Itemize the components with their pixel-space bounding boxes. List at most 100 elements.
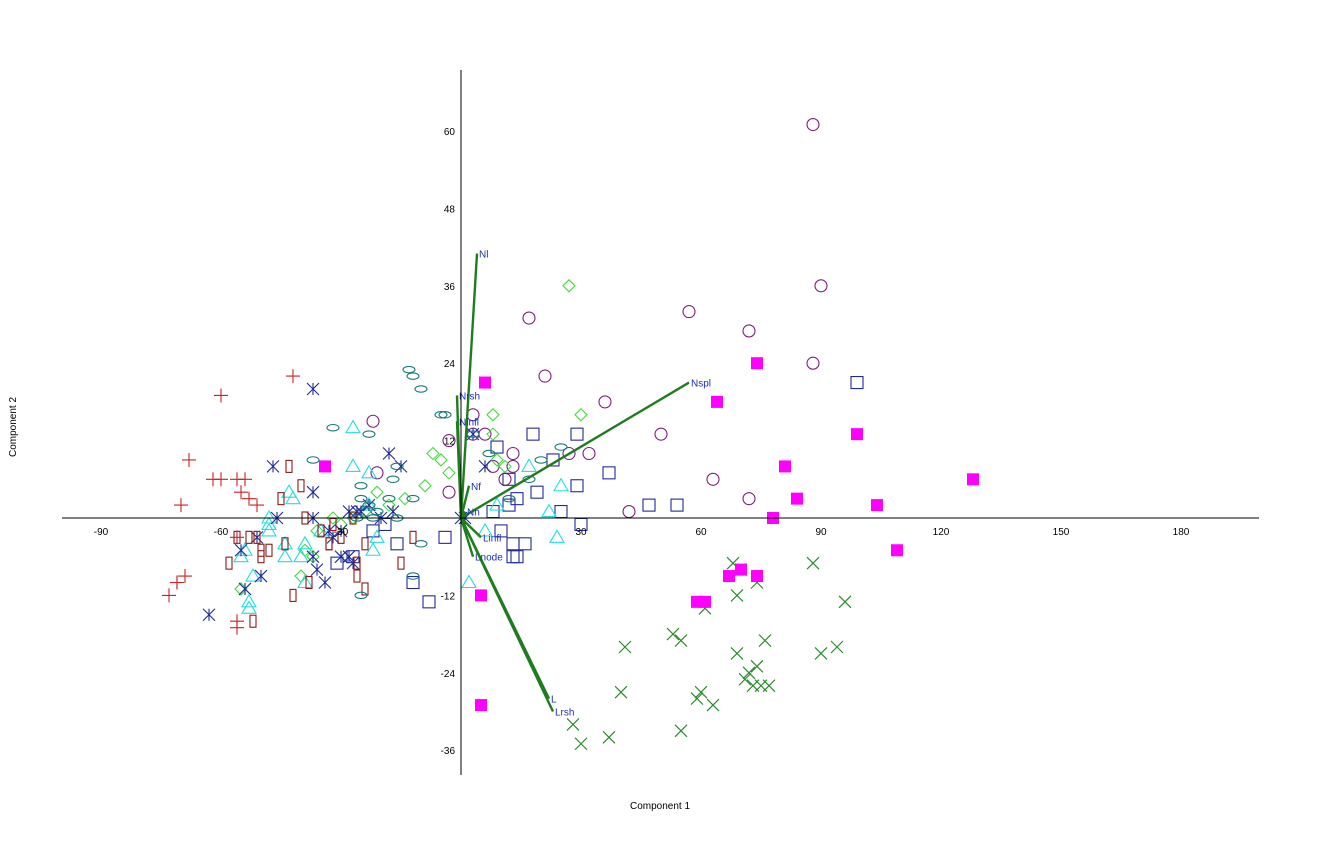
data-point <box>289 588 297 602</box>
data-point <box>250 530 264 544</box>
data-point <box>674 634 688 647</box>
data-point <box>406 572 420 580</box>
data-point <box>506 537 520 551</box>
data-point <box>553 477 569 492</box>
data-point <box>310 563 324 576</box>
loading-vector-line <box>459 510 467 519</box>
data-point <box>521 458 537 472</box>
data-point <box>562 279 576 293</box>
data-point <box>699 595 711 608</box>
data-point <box>486 427 500 441</box>
data-point <box>170 575 184 590</box>
data-point <box>735 563 747 576</box>
data-point <box>814 279 828 293</box>
data-point <box>230 530 244 545</box>
data-point <box>317 524 325 538</box>
loading-vector-line <box>459 485 471 519</box>
data-point <box>285 490 301 505</box>
data-point <box>422 595 436 609</box>
data-point <box>238 472 252 487</box>
y-tick-label: 24 <box>444 359 456 370</box>
data-point <box>850 375 864 390</box>
data-point <box>310 524 324 538</box>
data-point <box>406 575 420 590</box>
data-point <box>442 466 456 480</box>
data-point <box>241 593 257 608</box>
data-point <box>245 530 253 544</box>
data-point <box>871 499 883 512</box>
scatter-points <box>162 118 979 751</box>
data-point <box>386 475 400 484</box>
data-point <box>486 408 500 422</box>
loading-vector-line <box>455 421 463 519</box>
data-point <box>277 535 293 550</box>
data-point <box>178 569 192 584</box>
y-tick-label: 36 <box>444 282 456 293</box>
data-point <box>502 472 516 486</box>
data-point <box>438 411 452 419</box>
data-point <box>254 569 268 583</box>
x-tick-label: 120 <box>933 527 950 538</box>
data-point <box>682 305 696 319</box>
y-tick-label: 60 <box>444 127 456 138</box>
data-point <box>486 504 500 519</box>
loading-vector-line <box>459 517 555 713</box>
data-point <box>654 427 668 441</box>
data-point <box>406 372 420 380</box>
data-point <box>506 446 520 461</box>
data-point <box>438 530 452 544</box>
loading-vector-line <box>459 253 479 519</box>
data-point <box>225 556 233 570</box>
data-point <box>506 459 520 473</box>
data-point <box>746 679 760 693</box>
loading-vector-label: Nf <box>471 482 481 493</box>
data-point <box>642 498 656 512</box>
data-point <box>475 589 487 602</box>
data-point <box>353 569 361 583</box>
loading-vector-label: Nspl <box>691 379 711 390</box>
data-point <box>674 724 688 738</box>
data-point <box>554 443 568 451</box>
data-point <box>306 550 320 564</box>
x-axis-title: Component 1 <box>630 801 690 812</box>
data-point <box>281 537 289 551</box>
data-point <box>618 640 632 654</box>
data-point <box>582 446 596 461</box>
y-axis-title: Component 2 <box>8 397 19 457</box>
x-tick-label: 180 <box>1173 527 1190 538</box>
loading-vector-label: Nrsh <box>459 391 480 402</box>
data-point <box>326 423 340 432</box>
data-point <box>370 485 384 499</box>
data-point <box>361 582 369 596</box>
data-point <box>281 484 297 498</box>
data-point <box>414 540 428 548</box>
data-point <box>297 479 305 493</box>
data-point <box>362 501 376 509</box>
data-point <box>510 492 524 506</box>
x-tick-label: -60 <box>214 527 229 538</box>
data-point <box>791 492 803 505</box>
data-point <box>762 679 776 693</box>
data-point <box>442 485 456 499</box>
data-point <box>306 382 320 396</box>
data-point <box>806 356 820 370</box>
data-point <box>574 737 588 751</box>
data-point <box>490 440 504 454</box>
data-point <box>261 516 277 530</box>
data-point <box>750 659 764 673</box>
data-point <box>370 507 384 516</box>
data-point <box>326 511 340 525</box>
data-point <box>461 574 477 589</box>
data-point <box>382 494 396 503</box>
data-point <box>382 447 396 460</box>
data-point <box>318 576 332 589</box>
data-point <box>574 408 588 422</box>
data-point <box>397 556 405 570</box>
data-point <box>494 524 508 538</box>
y-tick-label: -36 <box>441 746 456 757</box>
data-point <box>706 472 720 486</box>
x-tick-label: 90 <box>815 527 827 538</box>
data-point <box>214 388 228 403</box>
data-point <box>206 472 220 487</box>
